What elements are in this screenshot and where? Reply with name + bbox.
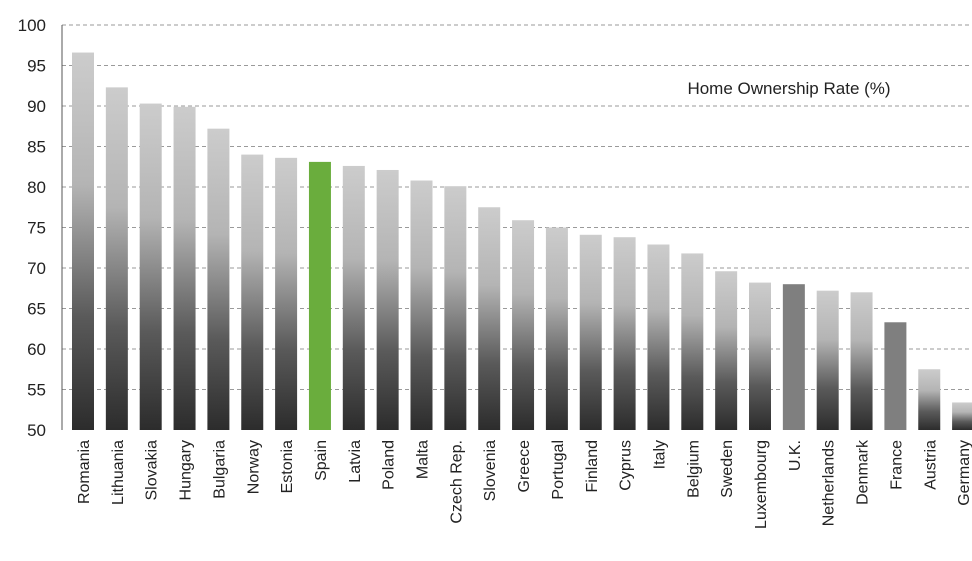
x-category-label: Greece [516,440,533,493]
x-category-label: Norway [245,440,262,494]
x-category-label: Spain [313,440,330,481]
bar-bulgaria [207,128,230,430]
y-tick-label: 100 [18,16,46,35]
bar-spain [308,161,331,430]
y-tick-label: 80 [27,178,46,197]
bar-germany [952,402,972,430]
bar-u-k [782,284,805,430]
bar-malta [410,180,433,430]
bar-poland [376,169,399,431]
bar-sweden [715,271,738,430]
x-category-label: Denmark [855,439,872,505]
bar-portugal [545,227,568,430]
chart-title: Home Ownership Rate (%) [687,79,890,98]
y-tick-label: 70 [27,259,46,278]
x-category-label: Italy [651,440,668,469]
bar-slovenia [478,207,501,430]
y-tick-label: 60 [27,340,46,359]
x-category-label: Finland [584,440,601,492]
bar-netherlands [816,290,839,430]
x-category-label: Portugal [550,440,567,500]
x-category-label: Romania [76,440,93,504]
x-category-label: Hungary [178,440,195,500]
x-category-label: Czech Rep. [448,440,465,524]
y-tick-label: 65 [27,300,46,319]
bars [72,52,972,431]
x-category-label: Austria [922,440,939,490]
x-category-label: U.K. [787,440,804,471]
x-category-label: Netherlands [821,440,838,526]
bar-estonia [275,157,298,430]
y-tick-label: 50 [27,421,46,440]
x-category-label: Luxembourg [753,440,770,529]
bar-latvia [342,165,365,430]
x-category-label: Cyprus [618,440,635,491]
bar-luxembourg [749,282,771,430]
y-tick-label: 85 [27,138,46,157]
x-category-label: Bulgaria [211,440,228,499]
bar-belgium [681,253,704,430]
bar-greece [512,220,535,430]
bar-austria [918,369,941,430]
x-category-label: Slovenia [482,440,499,501]
y-tick-label: 90 [27,97,46,116]
y-tick-label: 55 [27,381,46,400]
x-category-label: Lithuania [110,440,127,505]
bar-italy [647,244,670,430]
bar-norway [241,154,264,430]
x-category-label: Estonia [279,440,296,493]
y-tick-label: 75 [27,219,46,238]
bar-france [884,322,907,430]
x-category-label: Sweden [719,440,736,498]
x-category-label: Latvia [347,440,364,483]
x-category-label: Poland [381,440,398,490]
x-category-label: Germany [956,440,972,506]
y-tick-label: 95 [27,57,46,76]
bar-hungary [173,106,196,430]
x-axis-category-labels: Romania Lithuania Slovakia Hungary Bulgaria N… [76,439,972,529]
x-category-label: France [888,440,905,490]
x-category-label: Slovakia [144,440,161,501]
bar-finland [579,234,602,430]
bar-romania [72,52,94,430]
bar-cyprus [613,237,636,430]
y-axis-tick-labels: 50 55 60 65 70 75 80 85 90 95 100 [18,16,46,440]
bar-slovakia [139,103,162,430]
bar-czech-rep [444,186,467,430]
x-category-label: Belgium [685,440,702,498]
bar-denmark [850,292,873,430]
x-category-label: Malta [415,440,432,479]
bar-lithuania [105,87,128,431]
